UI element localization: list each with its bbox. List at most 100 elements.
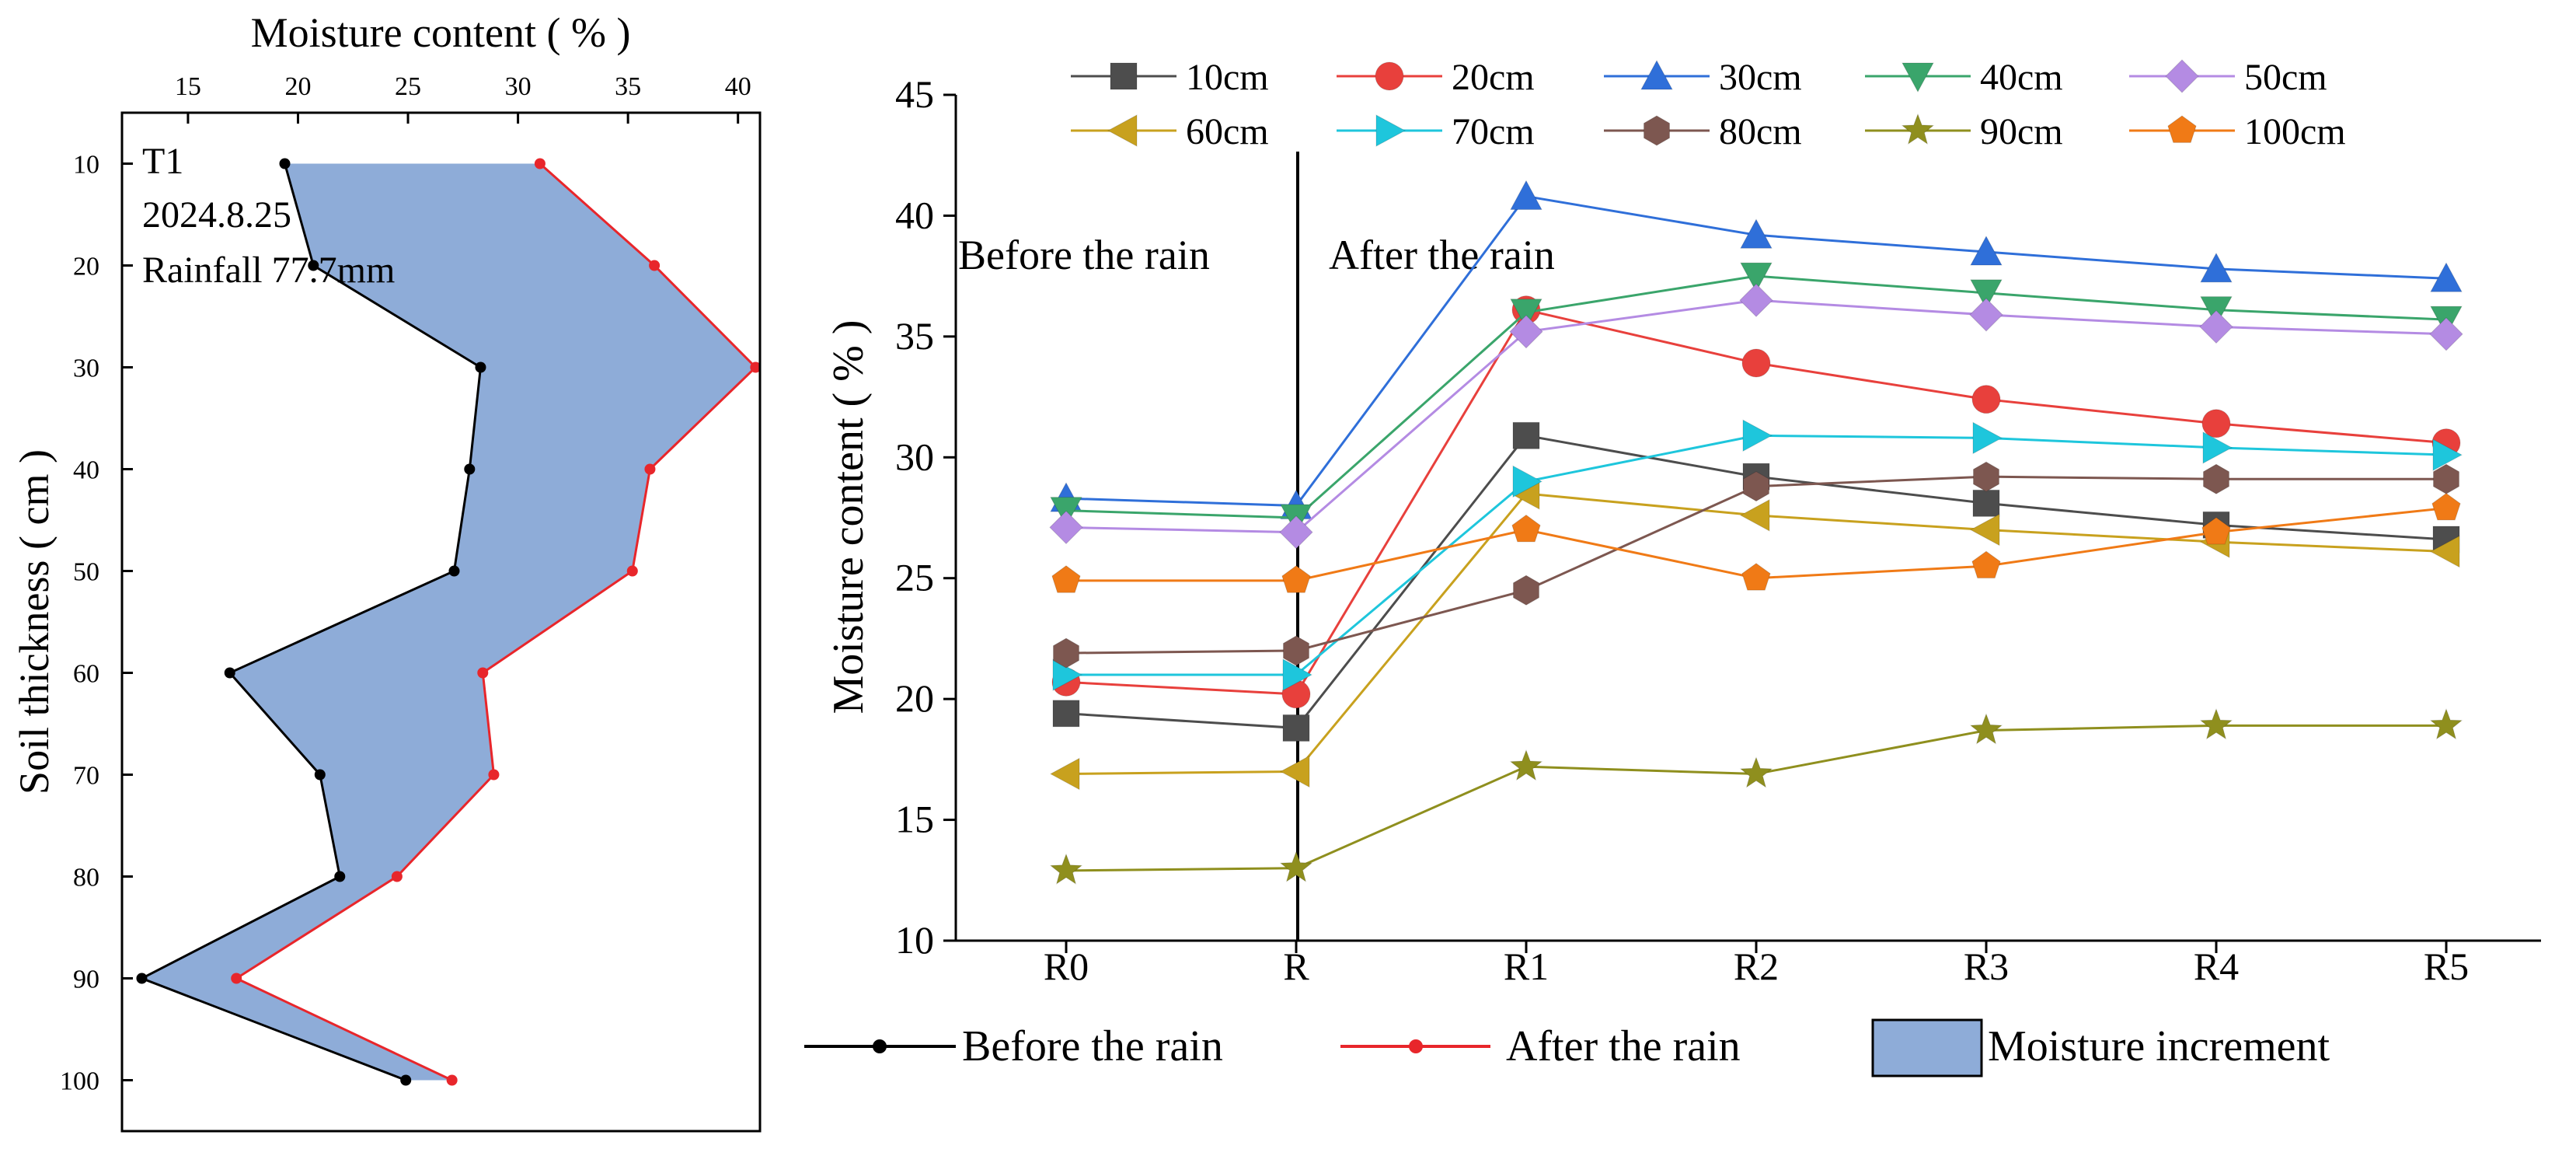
before-rain-annotation: Before the rain [958, 232, 1210, 278]
series-point-30cm [1510, 180, 1542, 211]
series-point-10cm [1052, 700, 1080, 728]
series-point-90cm [1049, 853, 1083, 885]
series-point-30cm [2200, 252, 2233, 283]
series-point-30cm [1740, 218, 1773, 249]
line-x-tick-label: R [1283, 945, 1309, 988]
series-point-80cm [2203, 463, 2229, 494]
series-point-80cm [1283, 635, 1309, 666]
series-point-80cm [1053, 637, 1079, 669]
line-y-tick-label: 45 [895, 72, 934, 116]
profile-after-point [477, 667, 489, 679]
series-point-80cm [1743, 471, 1769, 502]
profile-after-point [231, 973, 242, 984]
series-point-60cm [1279, 755, 1310, 788]
profile-y-tick-label: 70 [73, 762, 99, 791]
series-point-100cm [1051, 565, 1081, 593]
series-point-50cm [2199, 309, 2233, 344]
legend-label-10cm: 10cm [1186, 57, 1269, 98]
line-y-axis-title: Moisture content ( % ) [824, 320, 873, 714]
line-x-tick-label: R2 [1734, 945, 1779, 988]
legend-label-40cm: 40cm [1980, 57, 2063, 98]
series-point-20cm [1971, 385, 2001, 414]
profile-x-tick-label: 30 [505, 72, 532, 101]
profile-y-tick-label: 10 [73, 151, 99, 180]
series-point-20cm [1741, 348, 1771, 378]
profile-after-point [750, 361, 762, 373]
series-point-10cm [1512, 421, 1540, 449]
profile-after-line [234, 162, 758, 1081]
series-point-50cm [1279, 515, 1313, 550]
series-point-10cm [1972, 489, 2000, 517]
line-x-tick-label: R4 [2194, 945, 2239, 988]
series-point-90cm [2429, 707, 2463, 740]
series-point-60cm [1969, 513, 2000, 547]
legend-label-20cm: 20cm [1452, 57, 1535, 98]
profile-before-point [136, 973, 148, 984]
legend-after-marker [1409, 1039, 1423, 1053]
series-point-80cm [2433, 463, 2459, 494]
profile-y-tick-label: 50 [73, 558, 99, 587]
series-point-70cm [1742, 419, 1773, 452]
profile-after-point [649, 260, 661, 271]
profile-y-tick-label: 30 [73, 354, 99, 383]
profile-plot-frame [120, 111, 762, 1133]
profile-annotation-line: 2024.8.25 [142, 194, 291, 236]
legend-marker-90cm [1901, 113, 1935, 145]
profile-before-point [224, 667, 235, 679]
series-point-100cm [2431, 492, 2461, 521]
series-point-80cm [1513, 574, 1539, 606]
profile-x-tick-label: 25 [395, 72, 421, 101]
series-point-90cm [1739, 756, 1773, 788]
profile-x-tick-label: 35 [615, 72, 641, 101]
series-point-100cm [1281, 565, 1311, 593]
legend-marker-80cm [1644, 115, 1670, 146]
series-point-70cm [1282, 658, 1313, 691]
profile-y-tick-label: 40 [73, 456, 99, 485]
legend-increment-swatch [1871, 1018, 1983, 1077]
series-point-50cm [2429, 317, 2463, 351]
series-point-40cm [1970, 279, 2003, 309]
legend-before-label: Before the rain [962, 1022, 1223, 1070]
profile-y-tick-label: 100 [60, 1067, 99, 1096]
series-point-50cm [1969, 298, 2003, 332]
series-point-100cm [1971, 550, 2001, 578]
legend-marker-60cm [1107, 114, 1138, 147]
profile-y-tick-label: 20 [73, 253, 99, 281]
series-point-90cm [2199, 707, 2233, 740]
line-y-tick-label: 30 [895, 435, 934, 478]
series-point-80cm [1973, 461, 1999, 492]
profile-before-line [138, 163, 483, 1081]
series-point-70cm [1972, 421, 2003, 455]
line-x-tick-label: R1 [1504, 945, 1549, 988]
after-rain-annotation: After the rain [1329, 232, 1555, 278]
legend-before-marker [873, 1039, 887, 1053]
series-point-100cm [1741, 563, 1771, 591]
profile-before-point [475, 361, 486, 373]
profile-x-tick-label: 40 [725, 72, 751, 101]
series-point-90cm [1279, 850, 1313, 882]
profile-x-tick-label: 20 [284, 72, 311, 101]
series-point-50cm [1049, 510, 1083, 545]
profile-before-point [400, 1074, 412, 1086]
series-line-60cm [1065, 492, 2447, 776]
series-point-90cm [1509, 749, 1543, 781]
legend-label-90cm: 90cm [1980, 111, 2063, 152]
profile-after-point [644, 463, 656, 475]
profile-y-axis-title: Soil thickness ( cm ) [11, 449, 58, 795]
series-point-50cm [1739, 283, 1773, 317]
series-line-90cm [1065, 724, 2446, 872]
profile-before-point [308, 260, 319, 271]
profile-y-tick-label: 60 [73, 660, 99, 689]
profile-y-tick-label: 90 [73, 966, 99, 994]
line-x-tick-label: R3 [1964, 945, 2009, 988]
profile-annotation-line: Rainfall 77.7mm [142, 250, 395, 291]
legend-marker-40cm [1901, 62, 1934, 93]
legend-marker-10cm [1110, 62, 1138, 90]
profile-before-point [334, 871, 346, 882]
profile-before-point [464, 463, 476, 475]
legend-after-label: After the rain [1506, 1022, 1741, 1070]
line-y-tick-label: 10 [895, 918, 934, 962]
line-x-tick-label: R5 [2424, 945, 2469, 988]
moisture-increment-area [141, 163, 756, 1081]
profile-after-point [446, 1074, 458, 1086]
